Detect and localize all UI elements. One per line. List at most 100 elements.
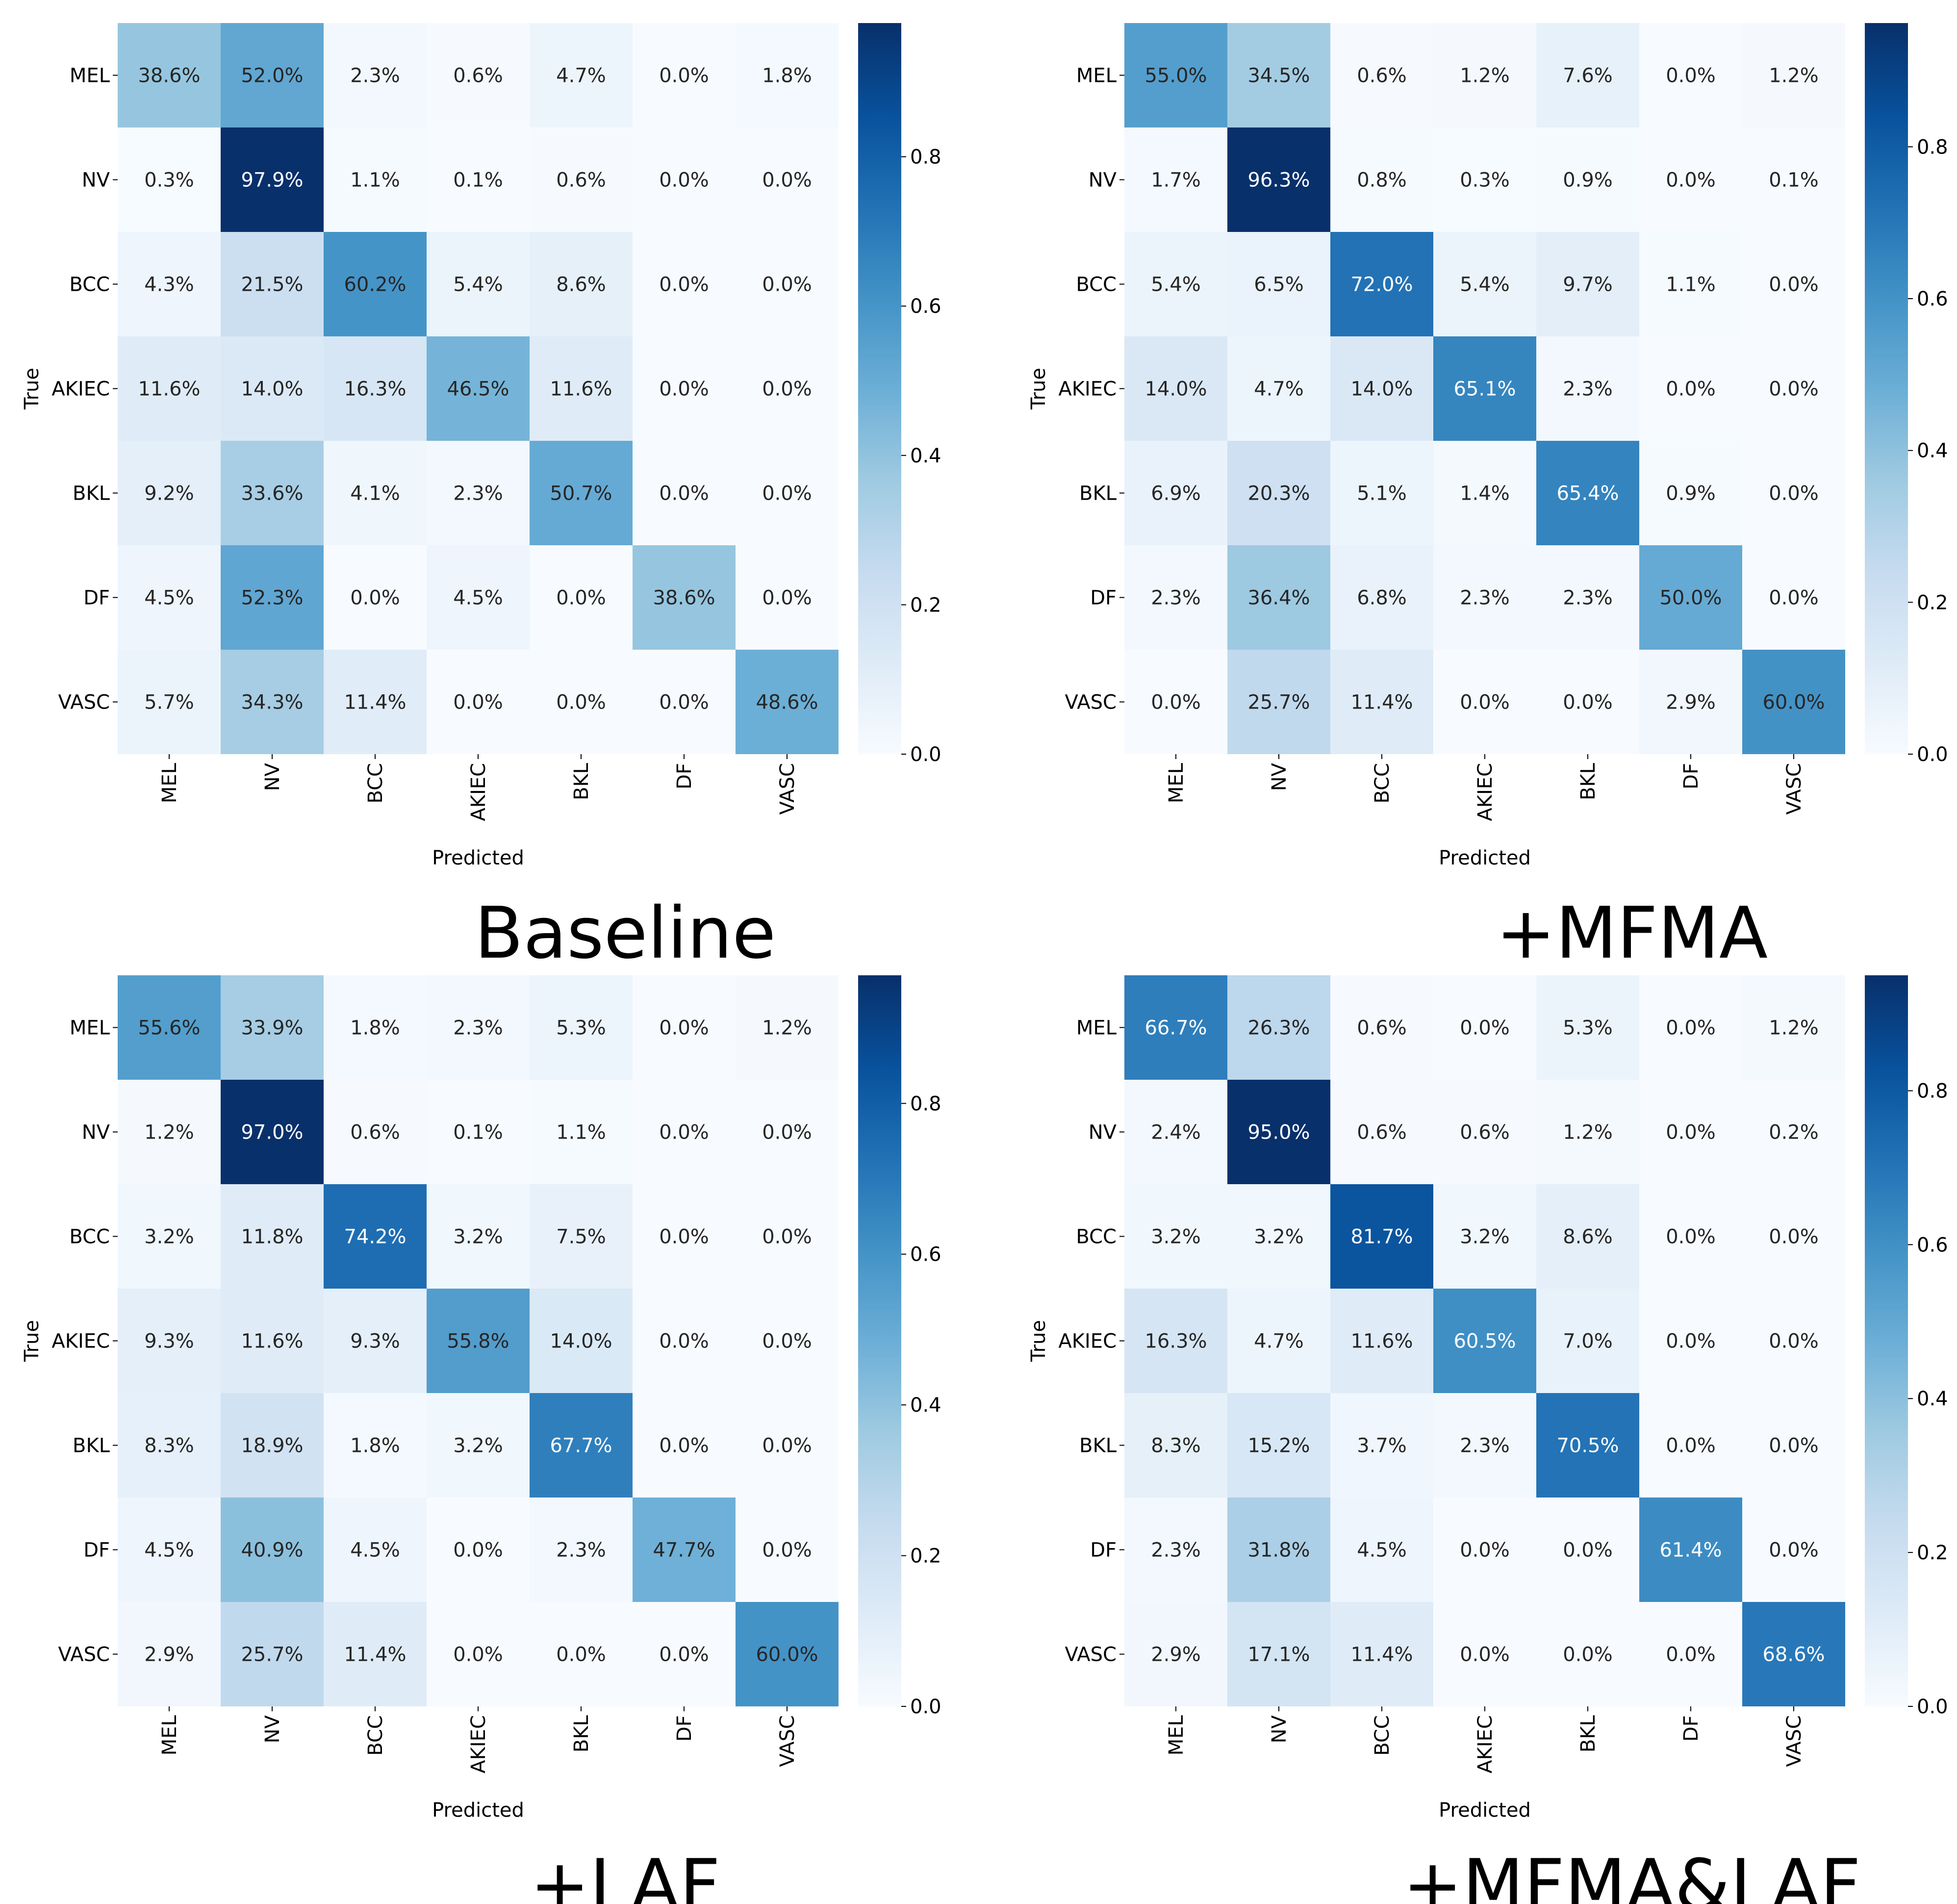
heatmap-cell: [1742, 545, 1845, 650]
cell-value-label: 0.0%: [659, 378, 709, 401]
cell-value-label: 0.6%: [1357, 1121, 1407, 1144]
cell-value-label: 6.5%: [1254, 274, 1304, 296]
y-tick-label: BCC: [69, 274, 110, 296]
x-tick-label: AKIEC: [1474, 1715, 1497, 1774]
cell-value-label: 21.5%: [241, 274, 303, 296]
heatmap-cell: [1742, 1184, 1845, 1289]
heatmap-cell: [221, 1602, 324, 1706]
colorbar-tick-label: 0.0: [910, 1696, 941, 1718]
heatmap-cell: [736, 1289, 839, 1393]
heatmap-cell: [633, 1498, 736, 1602]
cell-value-label: 1.1%: [350, 169, 400, 192]
cell-value-label: 60.2%: [344, 274, 406, 296]
heatmap-cell: [324, 1184, 427, 1289]
x-tick-label: MEL: [1165, 762, 1188, 803]
heatmap-cell: [324, 23, 427, 127]
cell-value-label: 2.9%: [1666, 691, 1716, 714]
cell-value-label: 0.0%: [762, 1539, 812, 1562]
cell-value-label: 0.0%: [1666, 1017, 1716, 1040]
x-axis-title: Predicted: [432, 1799, 524, 1822]
cell-value-label: 4.7%: [556, 65, 606, 87]
cell-value-label: 0.6%: [350, 1121, 400, 1144]
y-tick-label: DF: [1090, 1539, 1117, 1562]
heatmap-cell: [221, 1080, 324, 1184]
cell-value-label: 0.0%: [762, 169, 812, 192]
colorbar-tick-label: 0.4: [910, 445, 941, 467]
y-axis-title: True: [1027, 368, 1050, 410]
cell-value-label: 16.3%: [1144, 1330, 1207, 1353]
heatmap-cell: [1433, 545, 1536, 650]
y-tick-label: VASC: [1065, 1644, 1117, 1666]
cell-value-label: 2.9%: [144, 1644, 194, 1666]
heatmap-cell: [118, 336, 221, 441]
cell-value-label: 0.0%: [659, 1330, 709, 1353]
cell-value-label: 96.3%: [1247, 169, 1310, 192]
heatmap-cell: [1639, 336, 1742, 441]
heatmap-cell: [1433, 336, 1536, 441]
cell-value-label: 15.2%: [1247, 1435, 1310, 1457]
colorbar-tick-label: 0.0: [1917, 1696, 1948, 1718]
y-axis-title: True: [1027, 1320, 1050, 1362]
heatmap-cell: [1742, 650, 1845, 754]
heatmap-cell: [1124, 1184, 1227, 1289]
heatmap-cell: [736, 1184, 839, 1289]
x-tick-label: MEL: [158, 1715, 181, 1755]
heatmap-cell: [1742, 1393, 1845, 1498]
heatmap-cell: [530, 1498, 633, 1602]
heatmap-cell: [1536, 1184, 1639, 1289]
heatmap-cell: [427, 23, 530, 127]
heatmap-cell: [118, 545, 221, 650]
cell-value-label: 0.0%: [1666, 1644, 1716, 1666]
cell-value-label: 5.4%: [1151, 274, 1201, 296]
heatmap-cell: [1536, 650, 1639, 754]
heatmap-cell: [1536, 1393, 1639, 1498]
heatmap-cell: [1742, 336, 1845, 441]
cell-value-label: 14.0%: [1144, 378, 1207, 401]
cell-value-label: 5.3%: [1563, 1017, 1613, 1040]
heatmap-cell: [633, 1393, 736, 1498]
heatmap-cell: [1227, 441, 1330, 545]
heatmap-cell: [427, 1602, 530, 1706]
heatmap-cell: [427, 1080, 530, 1184]
heatmap-cell: [530, 1602, 633, 1706]
cell-value-label: 2.3%: [1151, 1539, 1201, 1562]
cell-value-label: 0.9%: [1666, 482, 1716, 505]
heatmap-cell: [221, 1498, 324, 1602]
cell-value-label: 97.9%: [241, 169, 303, 192]
cell-value-label: 67.7%: [550, 1435, 612, 1457]
heatmap-cell: [1330, 1080, 1433, 1184]
cell-value-label: 3.2%: [1460, 1226, 1510, 1248]
x-tick-label: AKIEC: [467, 763, 490, 821]
cell-value-label: 8.6%: [1563, 1226, 1613, 1248]
heatmap-cell: [118, 1393, 221, 1498]
heatmap-cell: [324, 1289, 427, 1393]
cell-value-label: 25.7%: [1247, 691, 1310, 714]
heatmap-cell: [633, 1184, 736, 1289]
heatmap-cell: [1536, 127, 1639, 232]
cell-value-label: 5.4%: [1460, 274, 1510, 296]
colorbar-tick-label: 0.4: [910, 1394, 941, 1417]
cell-value-label: 0.0%: [659, 1435, 709, 1457]
x-tick-label: NV: [261, 1715, 284, 1743]
colorbar-tick-label: 0.2: [910, 1545, 941, 1568]
heatmap-cell: [1124, 1289, 1227, 1393]
cell-value-label: 81.7%: [1350, 1226, 1413, 1248]
heatmap-cell: [1433, 1498, 1536, 1602]
cell-value-label: 60.0%: [756, 1644, 818, 1666]
y-tick-label: DF: [83, 1539, 110, 1562]
heatmap-cell: [1639, 441, 1742, 545]
heatmap-cell: [324, 545, 427, 650]
heatmap-cell: [633, 23, 736, 127]
cell-value-label: 0.2%: [1769, 1121, 1819, 1144]
heatmap-cell: [118, 1080, 221, 1184]
cell-value-label: 65.1%: [1453, 378, 1516, 401]
cell-value-label: 17.1%: [1247, 1644, 1310, 1666]
heatmap-cell: [1639, 1393, 1742, 1498]
heatmap-cell: [1536, 1289, 1639, 1393]
heatmap-cell: [221, 975, 324, 1080]
cell-value-label: 0.0%: [762, 587, 812, 609]
colorbar-tick-label: 0.6: [910, 295, 941, 318]
cell-value-label: 33.9%: [241, 1017, 303, 1040]
heatmap-cell: [221, 1393, 324, 1498]
